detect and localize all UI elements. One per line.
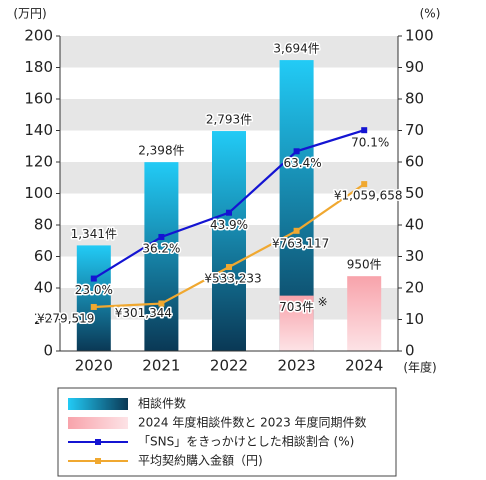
bar (347, 276, 382, 351)
bar-value-label: 950件 (347, 258, 382, 272)
y2-tick-label: 90 (405, 58, 424, 76)
bar (212, 131, 246, 351)
bar (144, 162, 179, 351)
y-axis-label: (万円) (13, 7, 46, 21)
marker (226, 264, 232, 271)
bar-value-label: 3,694件 (273, 42, 319, 56)
y2-tick-label: 70 (405, 121, 424, 139)
x-tick-label: 2020 (75, 357, 113, 375)
bar (279, 295, 314, 351)
x-tick-label: 2023 (278, 357, 316, 375)
y-tick-label: 60 (34, 247, 53, 265)
marker (361, 181, 368, 188)
bar-value-label: 1,341件 (71, 227, 117, 241)
y-tick-label: 160 (24, 90, 53, 108)
marker (90, 275, 97, 282)
y2-tick-label: 30 (405, 247, 424, 265)
y-tick-label: 40 (34, 279, 53, 297)
marker (361, 127, 368, 134)
y2-tick-label: 80 (405, 90, 424, 108)
marker (293, 148, 300, 155)
legend-label: 相談件数 (138, 396, 186, 411)
marker (158, 233, 165, 240)
line-value-label: ¥279,519 (37, 311, 94, 325)
line-value-label: 70.1% (351, 136, 389, 150)
y2-tick-label: 100 (405, 27, 434, 45)
y-tick-label: 20 (34, 310, 53, 328)
bar-value-label: 2,793件 (206, 113, 252, 127)
x-axis-label: (年度) (403, 360, 436, 375)
y2-tick-label: 60 (405, 153, 424, 171)
line-value-label: ¥301,344 (115, 306, 172, 320)
x-tick-label: 2022 (210, 357, 248, 375)
marker (90, 303, 97, 310)
y2-tick-label: 20 (405, 279, 424, 297)
line-value-label: 23.0% (75, 283, 113, 297)
annotation: ※ (318, 295, 328, 309)
legend-marker (95, 439, 101, 445)
bar (76, 245, 111, 351)
y2-axis-label: (%) (420, 7, 441, 21)
legend-label: 2024 年度相談件数と 2023 年度同期件数 (138, 415, 367, 430)
line-value-label: 43.9% (210, 218, 248, 232)
y-tick-label: 180 (24, 58, 53, 76)
y-tick-label: 80 (34, 216, 53, 234)
line-value-label: 63.4% (284, 156, 322, 170)
line-value-label: ¥533,233 (204, 272, 261, 286)
legend-swatch (68, 398, 128, 410)
x-tick-label: 2021 (142, 357, 180, 375)
line-value-label: 36.2% (142, 241, 180, 255)
bar-value-label: 2,398件 (138, 144, 184, 158)
grid-band (60, 36, 398, 68)
y-tick-label: 140 (24, 121, 53, 139)
line-value-label: ¥763,117 (272, 236, 329, 250)
bar-value-label: 703件 (279, 300, 314, 314)
legend-label: 「SNS」をきっかけとした相談割合 (%) (138, 434, 354, 449)
grid-band (60, 99, 398, 131)
legend-label: 平均契約購入金額（円) (138, 453, 263, 468)
line-value-label: ¥1,059,658 (334, 189, 403, 203)
marker (293, 227, 300, 234)
y-tick-label: 100 (24, 184, 53, 202)
legend-swatch (68, 417, 128, 429)
y-tick-label: 200 (24, 27, 53, 45)
marker (226, 209, 232, 216)
y-tick-label: 0 (43, 342, 53, 360)
marker (158, 300, 165, 307)
y2-tick-label: 10 (405, 310, 424, 328)
x-tick-label: 2024 (345, 357, 383, 375)
y2-tick-label: 40 (405, 216, 424, 234)
y-tick-label: 120 (24, 153, 53, 171)
y2-tick-label: 50 (405, 184, 424, 202)
y2-tick-label: 0 (405, 342, 415, 360)
legend-marker (95, 458, 101, 464)
